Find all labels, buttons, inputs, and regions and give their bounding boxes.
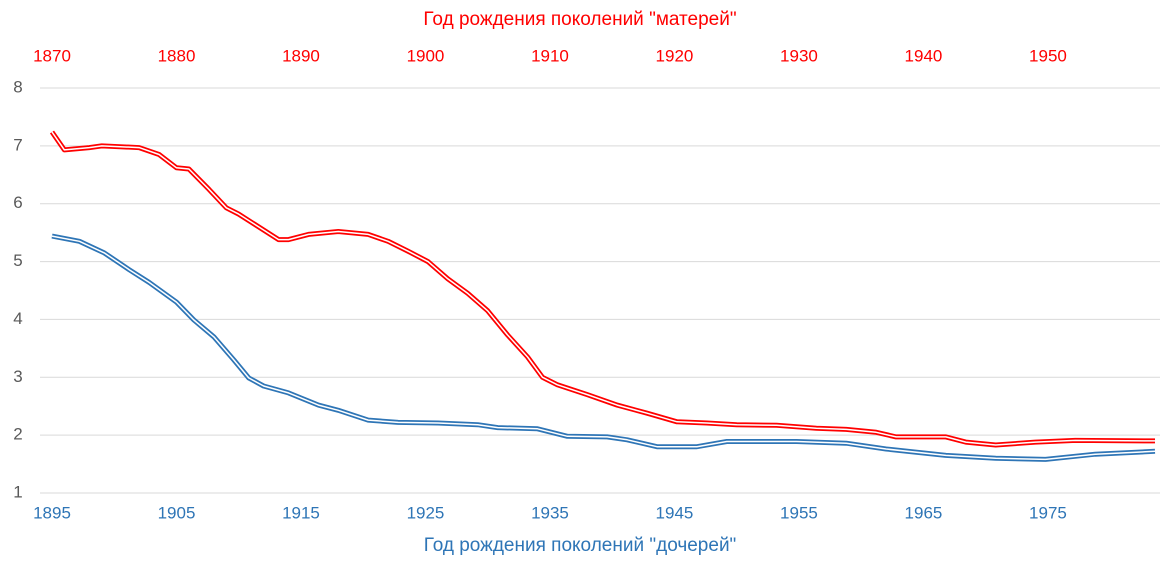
x2-tick-label: 1940	[905, 46, 943, 65]
series-line	[49, 130, 1156, 448]
x2-tick-label: 1890	[282, 46, 320, 65]
y-tick-label: 4	[13, 309, 22, 328]
y-tick-label: 8	[13, 77, 22, 96]
bottom-axis-title: Год рождения поколений "дочерей"	[424, 535, 737, 556]
x2-tick-label: 1930	[780, 46, 818, 65]
x-tick-label: 1945	[656, 503, 694, 522]
y-tick-label: 3	[13, 367, 22, 386]
x-tick-label: 1955	[780, 503, 818, 522]
x-tick-label: 1935	[531, 503, 569, 522]
x-tick-label: 1915	[282, 503, 320, 522]
x-tick-label: 1975	[1029, 503, 1067, 522]
y-tick-label: 1	[13, 482, 22, 501]
top-axis-title: Год рождения поколений "матерей"	[423, 9, 736, 30]
y-tick-label: 2	[13, 425, 22, 444]
series-line	[51, 233, 1156, 462]
series-line-inner	[51, 131, 1156, 446]
x-tick-label: 1905	[158, 503, 196, 522]
x2-tick-label: 1880	[158, 46, 196, 65]
x-tick-label: 1965	[905, 503, 943, 522]
x-tick-label: 1925	[407, 503, 445, 522]
x2-tick-label: 1950	[1029, 46, 1067, 65]
x-tick-label: 1895	[33, 503, 71, 522]
x2-tick-label: 1870	[33, 46, 71, 65]
x2-tick-label: 1910	[531, 46, 569, 65]
y-tick-label: 6	[13, 193, 22, 212]
x2-tick-label: 1920	[656, 46, 694, 65]
x2-tick-label: 1900	[407, 46, 445, 65]
y-tick-label: 7	[13, 135, 22, 154]
y-tick-label: 5	[13, 251, 22, 270]
series-line-inner	[51, 235, 1156, 461]
